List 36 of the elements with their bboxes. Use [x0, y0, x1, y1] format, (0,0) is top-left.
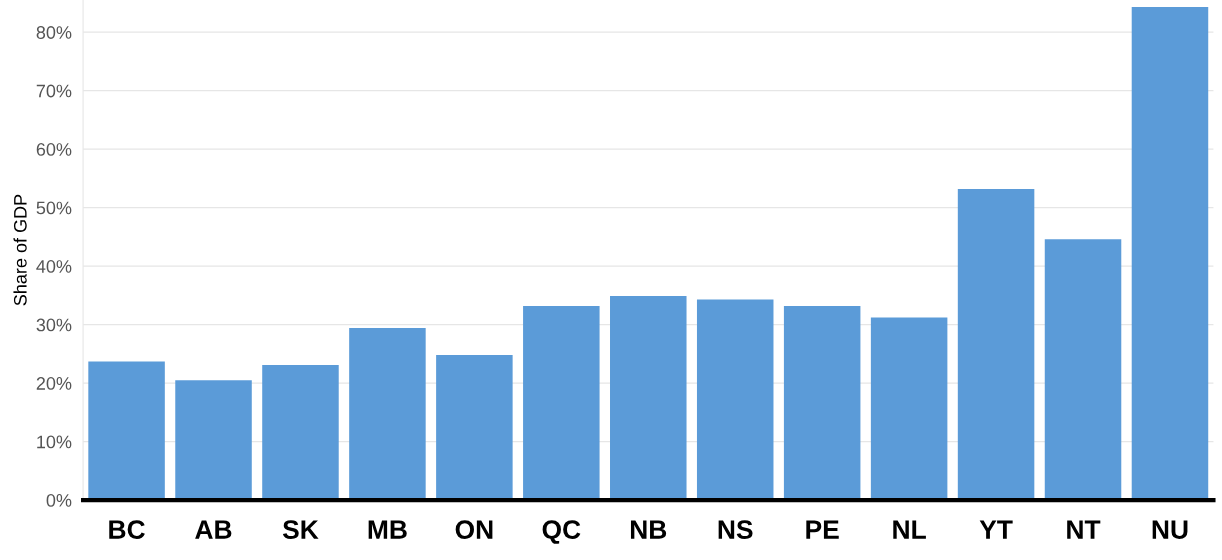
bar — [88, 361, 165, 501]
x-tick-label: MB — [368, 520, 407, 539]
x-tick-label: QC — [542, 520, 581, 544]
bar — [523, 305, 600, 501]
y-tick-label: 80% — [36, 26, 72, 39]
y-tick-label: 70% — [36, 84, 72, 98]
x-tick-label: NS — [718, 520, 753, 539]
bar — [1131, 7, 1209, 501]
x-tick-label: NU — [1152, 520, 1188, 539]
bar — [262, 364, 339, 501]
x-tick-label: NL — [893, 520, 926, 539]
y-tick-label: 0% — [46, 494, 72, 507]
x-tick-label: YT — [979, 520, 1013, 539]
bar — [783, 305, 861, 501]
bar — [957, 188, 1035, 501]
y-tick-label: 10% — [37, 435, 72, 449]
bar — [1044, 239, 1122, 501]
x-tick-label: SK — [282, 520, 319, 539]
y-tick-label: 30% — [36, 318, 72, 332]
y-tick-label: 20% — [36, 377, 72, 390]
x-tick-label: PE — [806, 520, 839, 539]
x-tick-label: AB — [195, 520, 232, 539]
y-tick-label: 40% — [36, 260, 72, 273]
y-tick-label: 60% — [36, 143, 72, 156]
x-tick-label: NT — [1067, 520, 1101, 539]
bar — [696, 299, 774, 501]
y-tick-label: 50% — [36, 201, 72, 215]
bar — [175, 380, 252, 501]
bar — [436, 355, 513, 501]
bar — [870, 317, 948, 501]
x-tick-label: ON — [455, 520, 493, 539]
bar — [610, 295, 687, 501]
x-tick-label: BC — [109, 520, 145, 539]
x-tick-label: NB — [630, 520, 667, 539]
y-axis-title: Share of GDP — [13, 194, 27, 306]
bar — [349, 328, 426, 501]
